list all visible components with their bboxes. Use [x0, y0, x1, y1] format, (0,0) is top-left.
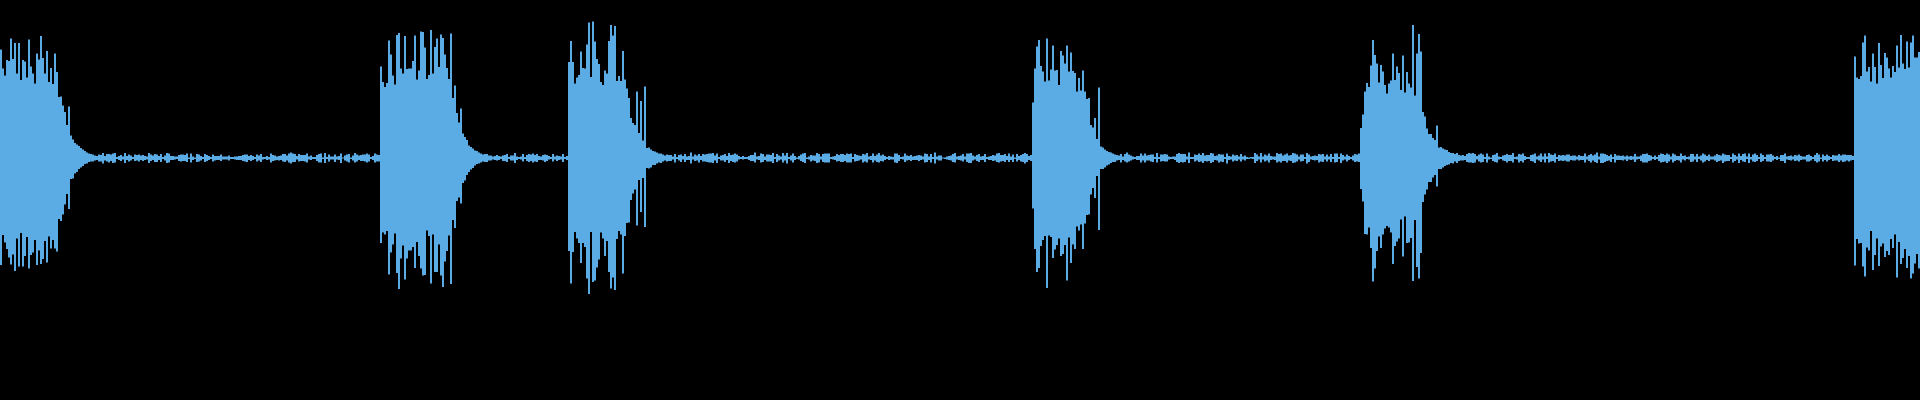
- waveform-bars-group: [0, 21, 1920, 295]
